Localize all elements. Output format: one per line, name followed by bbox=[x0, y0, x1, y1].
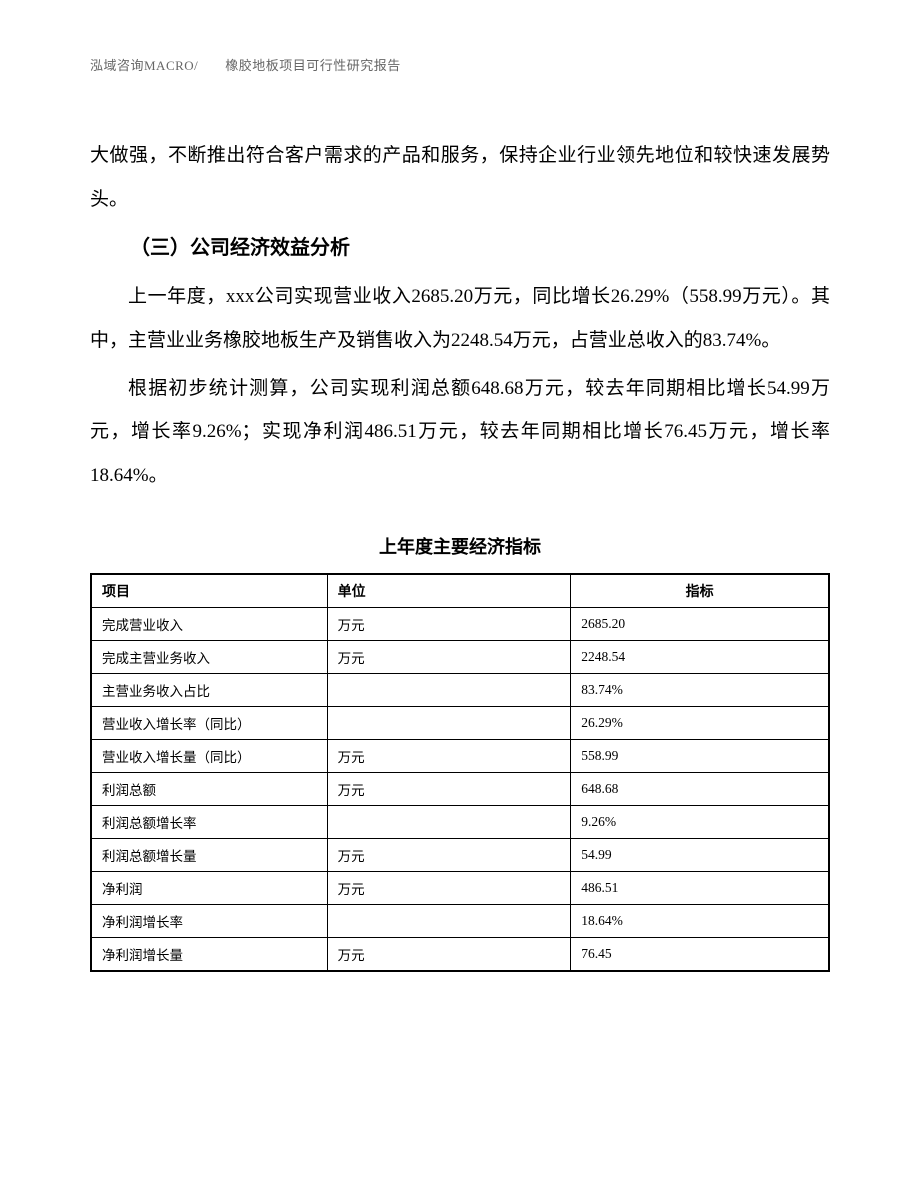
table-cell: 主营业务收入占比 bbox=[91, 673, 327, 706]
table-cell bbox=[327, 805, 571, 838]
table-row: 主营业务收入占比 83.74% bbox=[91, 673, 829, 706]
table-row: 完成营业收入 万元 2685.20 bbox=[91, 607, 829, 640]
section-heading: （三）公司经济效益分析 bbox=[90, 225, 830, 271]
table-row: 利润总额 万元 648.68 bbox=[91, 772, 829, 805]
table-header-cell: 单位 bbox=[327, 574, 571, 608]
table-cell: 2248.54 bbox=[571, 640, 829, 673]
table-header-cell: 指标 bbox=[571, 574, 829, 608]
table-cell: 净利润 bbox=[91, 871, 327, 904]
table-cell bbox=[327, 706, 571, 739]
table-cell: 利润总额增长量 bbox=[91, 838, 327, 871]
table-cell: 万元 bbox=[327, 640, 571, 673]
table-cell: 营业收入增长率（同比） bbox=[91, 706, 327, 739]
table-cell: 76.45 bbox=[571, 937, 829, 971]
table-cell: 万元 bbox=[327, 607, 571, 640]
table-cell: 完成主营业务收入 bbox=[91, 640, 327, 673]
table-header-row: 项目 单位 指标 bbox=[91, 574, 829, 608]
table-header-cell: 项目 bbox=[91, 574, 327, 608]
table-cell: 9.26% bbox=[571, 805, 829, 838]
table-cell: 54.99 bbox=[571, 838, 829, 871]
table-cell bbox=[327, 904, 571, 937]
table-row: 净利润 万元 486.51 bbox=[91, 871, 829, 904]
table-cell: 万元 bbox=[327, 772, 571, 805]
paragraph-1: 大做强，不断推出符合客户需求的产品和服务，保持企业行业领先地位和较快速发展势头。 bbox=[90, 134, 830, 221]
page-header: 泓域咨询MACRO/ 橡胶地板项目可行性研究报告 bbox=[90, 55, 830, 74]
table-cell: 万元 bbox=[327, 871, 571, 904]
table-cell: 万元 bbox=[327, 937, 571, 971]
table-row: 完成主营业务收入 万元 2248.54 bbox=[91, 640, 829, 673]
table-cell: 26.29% bbox=[571, 706, 829, 739]
table-cell bbox=[327, 673, 571, 706]
table-cell: 营业收入增长量（同比） bbox=[91, 739, 327, 772]
table-cell: 648.68 bbox=[571, 772, 829, 805]
table-cell: 万元 bbox=[327, 739, 571, 772]
table-title: 上年度主要经济指标 bbox=[90, 533, 830, 559]
table-cell: 18.64% bbox=[571, 904, 829, 937]
table-cell: 完成营业收入 bbox=[91, 607, 327, 640]
table-cell: 净利润增长量 bbox=[91, 937, 327, 971]
table-cell: 2685.20 bbox=[571, 607, 829, 640]
table-cell: 利润总额 bbox=[91, 772, 327, 805]
table-row: 利润总额增长量 万元 54.99 bbox=[91, 838, 829, 871]
table-row: 净利润增长率 18.64% bbox=[91, 904, 829, 937]
table-cell: 净利润增长率 bbox=[91, 904, 327, 937]
table-cell: 486.51 bbox=[571, 871, 829, 904]
table-row: 净利润增长量 万元 76.45 bbox=[91, 937, 829, 971]
table-cell: 万元 bbox=[327, 838, 571, 871]
table-row: 利润总额增长率 9.26% bbox=[91, 805, 829, 838]
table-cell: 558.99 bbox=[571, 739, 829, 772]
economic-indicators-table: 项目 单位 指标 完成营业收入 万元 2685.20 完成主营业务收入 万元 2… bbox=[90, 573, 830, 972]
paragraph-3: 根据初步统计测算，公司实现利润总额648.68万元，较去年同期相比增长54.99… bbox=[90, 367, 830, 498]
paragraph-2: 上一年度，xxx公司实现营业收入2685.20万元，同比增长26.29%（558… bbox=[90, 275, 830, 362]
table-row: 营业收入增长量（同比） 万元 558.99 bbox=[91, 739, 829, 772]
table-cell: 利润总额增长率 bbox=[91, 805, 327, 838]
table-row: 营业收入增长率（同比） 26.29% bbox=[91, 706, 829, 739]
table-cell: 83.74% bbox=[571, 673, 829, 706]
